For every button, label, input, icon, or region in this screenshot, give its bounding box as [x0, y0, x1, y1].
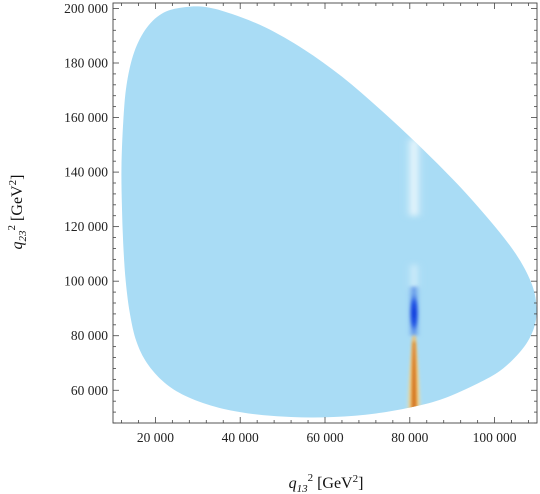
x-tick-label: 20 000	[137, 430, 174, 445]
y-axis-title: q232 [GeV2]	[6, 175, 29, 250]
resonance-warm-core	[410, 341, 418, 416]
x-axis: 20 000 40 000 60 000 80 000 100 000	[121, 3, 529, 445]
allowed-region	[121, 6, 537, 418]
x-tick-label: 40 000	[222, 430, 259, 445]
allowed-region-fill	[121, 6, 537, 418]
x-tick-label: 60 000	[306, 430, 343, 445]
resonance-pale-band	[403, 139, 426, 216]
x-tick-label: 100 000	[473, 430, 517, 445]
y-tick-label: 80 000	[71, 328, 108, 343]
y-tick-label: 100 000	[64, 274, 108, 289]
y-tick-label: 60 000	[71, 383, 108, 398]
y-tick-label: 120 000	[64, 219, 108, 234]
y-axis: 60 000 80 000 100 000 120 000 140 000 160 000…	[64, 1, 537, 424]
x-tick-label: 80 000	[391, 430, 428, 445]
y-tick-label: 160 000	[64, 110, 108, 125]
resonance-light-band	[406, 264, 423, 290]
x-axis-title: q132 [GeV2]	[289, 472, 364, 494]
y-tick-label: 140 000	[64, 165, 108, 180]
y-tick-label: 180 000	[64, 56, 108, 71]
y-tick-label: 200 000	[64, 1, 108, 16]
resonance-band	[403, 139, 426, 416]
resonance-blue-core	[409, 292, 419, 335]
